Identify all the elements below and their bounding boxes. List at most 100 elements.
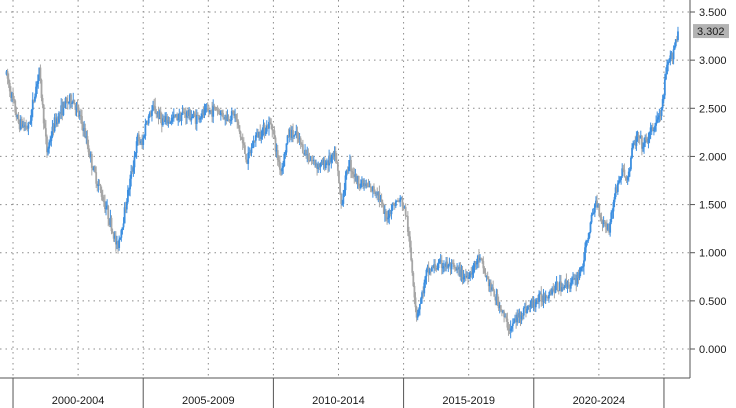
candle <box>426 264 429 273</box>
candle <box>73 99 76 105</box>
candle-body <box>632 143 635 148</box>
candle-body <box>256 132 258 136</box>
candle <box>242 137 245 149</box>
candle-body <box>496 294 499 301</box>
candle-body <box>44 128 47 137</box>
axes-layer <box>0 0 695 408</box>
candle-body <box>193 113 196 117</box>
candle-body <box>554 284 557 293</box>
candle-body <box>627 171 630 178</box>
candle <box>633 139 636 145</box>
candle-body <box>39 67 42 80</box>
candle <box>318 163 321 171</box>
candle-body <box>213 105 216 108</box>
candle-body <box>549 291 551 296</box>
candle-body <box>495 294 498 301</box>
candle <box>7 73 10 88</box>
candle-body <box>20 118 23 127</box>
candle-body <box>282 166 285 168</box>
candle-body <box>132 167 135 172</box>
candle-body <box>114 235 117 245</box>
candle <box>120 228 123 242</box>
candle <box>393 202 396 210</box>
candle-body <box>523 307 526 309</box>
candle <box>672 45 675 65</box>
candle-body <box>297 137 300 139</box>
candle <box>557 290 560 295</box>
candle <box>446 256 449 269</box>
candle-body <box>78 115 81 117</box>
candle-body <box>279 161 281 170</box>
candle-body <box>270 123 273 125</box>
candle-body <box>148 112 151 117</box>
candle <box>589 221 592 234</box>
candle-body <box>488 282 491 287</box>
candle <box>590 212 593 225</box>
candle-body <box>53 117 56 132</box>
candle-body <box>637 134 640 137</box>
candle-body <box>659 115 662 117</box>
candle-body <box>11 92 13 98</box>
candle-body <box>249 152 252 154</box>
candle-body <box>434 264 437 269</box>
candle <box>211 101 214 123</box>
candle <box>398 199 401 203</box>
candle <box>373 183 375 195</box>
candle-body <box>485 276 488 278</box>
candle <box>239 130 242 141</box>
candle-body <box>438 260 441 263</box>
candle <box>306 146 309 163</box>
candle-body <box>178 113 181 119</box>
candle-body <box>81 116 83 124</box>
candle-body <box>362 180 364 186</box>
candle <box>508 324 511 335</box>
candle <box>184 107 187 125</box>
candle <box>131 165 134 174</box>
candle <box>342 189 345 207</box>
candle <box>152 100 154 112</box>
candle <box>555 276 558 291</box>
candle <box>296 126 299 144</box>
candle-body <box>251 147 254 149</box>
candle-body <box>254 135 257 141</box>
candle <box>85 130 88 144</box>
candle <box>593 203 596 218</box>
candle <box>452 259 455 270</box>
candle <box>221 109 223 117</box>
candle <box>444 263 446 272</box>
candle <box>125 198 128 214</box>
candle <box>134 151 137 158</box>
candle-body <box>211 109 214 117</box>
candle <box>470 266 473 278</box>
candle <box>533 298 536 312</box>
candle <box>545 294 548 298</box>
candle <box>406 211 409 237</box>
candle <box>58 111 60 124</box>
candle <box>491 284 493 292</box>
candle <box>350 155 352 179</box>
candle <box>552 283 555 292</box>
candle-body <box>657 117 660 120</box>
candle-body <box>650 127 653 129</box>
candle <box>443 260 445 273</box>
candle-body <box>327 162 329 166</box>
ytick-label: 2.000 <box>699 151 727 163</box>
candle-body <box>159 111 162 118</box>
candle <box>487 276 490 292</box>
candle-body <box>656 119 659 123</box>
candle <box>49 135 52 146</box>
candle <box>142 134 145 149</box>
candle <box>26 125 29 132</box>
candle <box>305 149 308 159</box>
candle <box>485 275 488 282</box>
candle-body <box>665 74 667 80</box>
candle <box>319 162 322 173</box>
candle-body <box>71 102 74 104</box>
candle <box>106 199 109 210</box>
candle-body <box>198 115 200 120</box>
candle-body <box>592 212 595 214</box>
candle-body <box>218 111 221 115</box>
candle-body <box>189 109 192 121</box>
candle <box>581 263 584 272</box>
candle <box>375 191 378 199</box>
